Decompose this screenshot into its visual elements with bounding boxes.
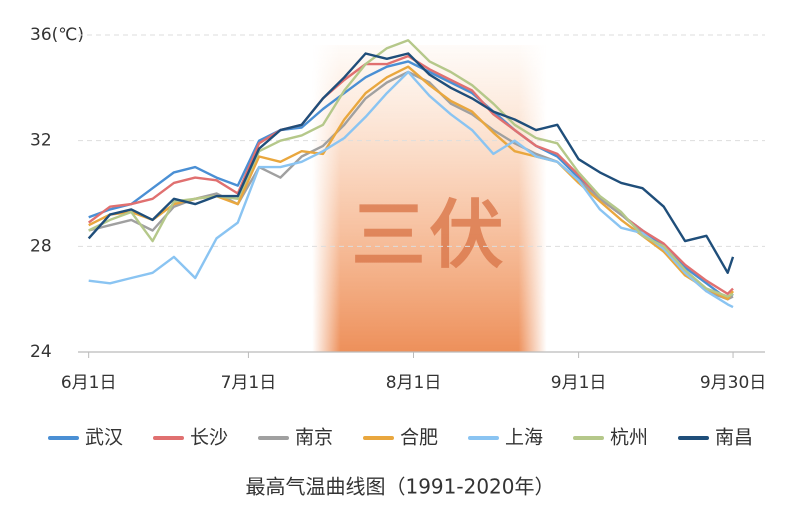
- legend-label: 南昌: [715, 427, 753, 449]
- series-line: [88, 39, 734, 298]
- x-tick-label: 6月1日: [61, 373, 117, 393]
- annotation: 三伏: [351, 193, 507, 279]
- series-line: [87, 52, 735, 274]
- x-tick-label: 9月30日: [700, 373, 766, 393]
- legend-label: 合肥: [400, 427, 438, 449]
- legend-label: 杭州: [610, 427, 648, 449]
- y-tick-label: 24: [30, 342, 52, 362]
- y-tick-label: 36(℃): [30, 25, 84, 45]
- legend-label: 武汉: [85, 427, 123, 449]
- y-tick-label: 28: [30, 236, 52, 256]
- legend-label: 上海: [505, 427, 543, 449]
- chart-title: 最高气温曲线图（1991-2020年）: [245, 475, 554, 499]
- legend-label: 长沙: [190, 427, 228, 449]
- x-tick-label: 8月1日: [386, 373, 442, 393]
- y-tick-label: 32: [30, 131, 52, 151]
- x-tick-label: 9月1日: [551, 373, 607, 393]
- x-tick-label: 7月1日: [221, 373, 277, 393]
- legend-label: 南京: [295, 427, 333, 449]
